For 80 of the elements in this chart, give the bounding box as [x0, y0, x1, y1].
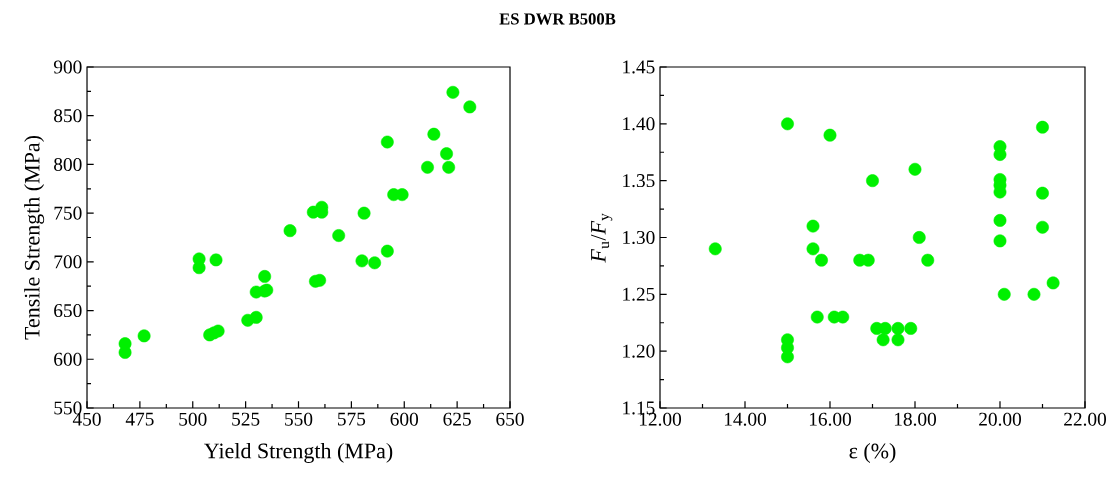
- y-tick-label: 850: [54, 109, 82, 123]
- point: [912, 231, 926, 244]
- y-tick-label: 900: [53, 60, 82, 74]
- point: [1036, 220, 1049, 234]
- point: [993, 148, 1007, 161]
- point: [368, 256, 382, 270]
- point: [876, 333, 890, 347]
- point: [118, 346, 132, 359]
- x-tick-label: 525: [232, 412, 260, 426]
- point: [806, 242, 820, 256]
- point: [993, 234, 1007, 248]
- point: [249, 310, 263, 324]
- point: [442, 160, 456, 174]
- point: [781, 350, 794, 364]
- point: [866, 174, 879, 188]
- point: [921, 253, 935, 267]
- point: [781, 117, 794, 131]
- point: [380, 135, 394, 149]
- y-tick-label: 750: [54, 206, 82, 220]
- x-tick-label: 500: [179, 412, 207, 426]
- x-axis-title: Yield Strength (MPa): [204, 442, 393, 463]
- point: [1027, 287, 1041, 301]
- y-tick-label: 1.45: [623, 60, 655, 74]
- x-tick-label: 20.00: [979, 412, 1022, 426]
- text: ES DWR B500B: [499, 13, 616, 25]
- point: [806, 219, 820, 233]
- x-tick-label: 625: [443, 412, 471, 426]
- point: [395, 188, 409, 202]
- point: [823, 128, 837, 142]
- y-axis-title: F$_{u}$/F$_{y}$: [591, 213, 613, 263]
- y-axis-title: Tensile Strength (MPa): [24, 135, 45, 340]
- point: [357, 206, 371, 220]
- point: [137, 329, 151, 343]
- point: [1036, 120, 1049, 134]
- point: [815, 253, 828, 267]
- point: [421, 160, 434, 174]
- y-tick-label: 600: [54, 352, 82, 366]
- point: [861, 253, 875, 267]
- x-axis-title: ε (%): [849, 442, 896, 463]
- x-tick-label: 22.00: [1064, 412, 1107, 426]
- x-tick-label: 650: [496, 412, 524, 426]
- x-tick-label: 16.00: [809, 412, 852, 426]
- point: [993, 214, 1007, 227]
- x-tick-label: 14.00: [724, 412, 767, 426]
- y-tick-label: 650: [54, 304, 82, 318]
- point: [836, 310, 850, 324]
- y-tick-label: 1.35: [623, 174, 655, 188]
- point: [380, 244, 394, 258]
- point: [891, 322, 905, 335]
- point: [1036, 186, 1049, 200]
- point: [810, 310, 824, 324]
- x-tick-label: 600: [390, 412, 419, 426]
- point: [283, 224, 297, 238]
- point: [211, 324, 225, 338]
- point: [708, 242, 722, 256]
- point: [997, 287, 1011, 301]
- y-tick-label: 1.40: [623, 117, 655, 131]
- y-tick-label: 700: [54, 255, 82, 269]
- y-tick-label: 800: [54, 157, 82, 171]
- point: [355, 254, 369, 268]
- point: [446, 85, 460, 99]
- point: [1046, 276, 1060, 290]
- y-tick-label: 1.25: [623, 287, 655, 301]
- x-tick-label: 18.00: [894, 412, 937, 426]
- point: [440, 147, 453, 161]
- point: [891, 333, 905, 347]
- point: [427, 127, 441, 141]
- point: [209, 253, 223, 267]
- point: [332, 229, 346, 242]
- point: [908, 162, 922, 176]
- y-tick-label: 1.20: [623, 344, 655, 358]
- point: [192, 261, 206, 275]
- point: [904, 322, 918, 335]
- x-tick-label: 575: [338, 412, 366, 426]
- x-tick-label: 475: [125, 412, 154, 426]
- point: [313, 273, 327, 287]
- y-tick-label: 1.30: [623, 230, 655, 245]
- point: [258, 270, 272, 283]
- point: [463, 100, 477, 114]
- x-tick-label: 550: [285, 412, 313, 426]
